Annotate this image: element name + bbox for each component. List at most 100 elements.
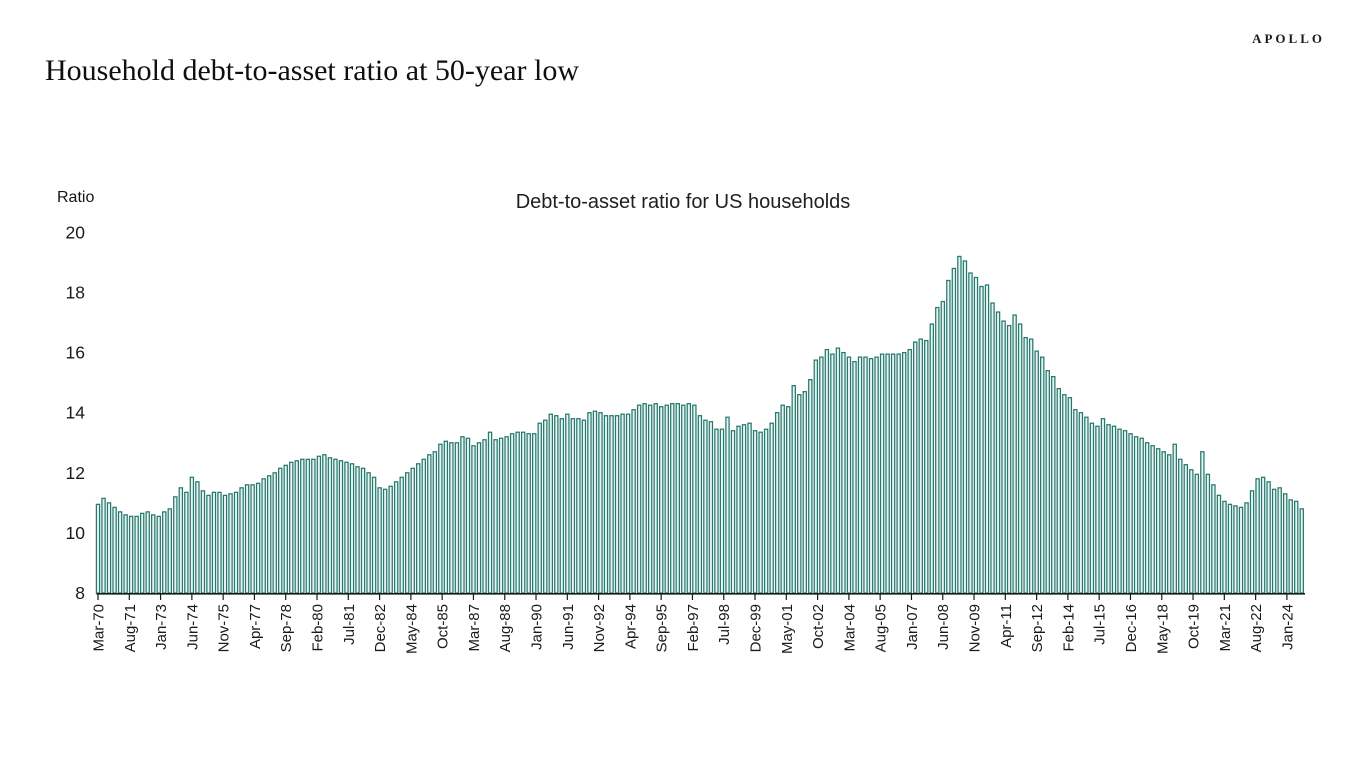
bar	[670, 403, 675, 594]
x-tick-label: Mar-70	[91, 604, 108, 652]
y-tick-label: 20	[66, 222, 86, 242]
bar	[520, 431, 526, 594]
x-tick-label: Jul-15	[1092, 604, 1109, 645]
bar	[791, 385, 796, 594]
bar	[957, 255, 962, 594]
bar	[565, 413, 570, 594]
y-tick-label: 12	[66, 463, 85, 483]
bar	[531, 433, 537, 594]
bar	[1078, 412, 1084, 594]
bar	[642, 403, 647, 594]
bar	[366, 472, 371, 594]
x-tick-label: Oct-19	[1186, 604, 1203, 649]
y-tick-label: 10	[66, 523, 86, 543]
bar	[968, 272, 973, 594]
bar	[195, 481, 200, 594]
bar	[1095, 425, 1100, 594]
bar	[929, 323, 935, 594]
bar	[730, 430, 736, 594]
x-tick-label: Dec-16	[1123, 604, 1140, 652]
bar	[476, 442, 482, 594]
bar	[703, 419, 708, 594]
bar	[139, 512, 145, 594]
bar	[780, 404, 785, 594]
bar-series	[95, 255, 1304, 594]
bar	[388, 485, 393, 594]
bar	[487, 431, 493, 594]
bar	[493, 439, 498, 594]
bar	[316, 455, 322, 594]
bar	[1260, 476, 1266, 594]
bar	[581, 419, 587, 594]
bar	[802, 391, 808, 594]
bar	[1067, 397, 1073, 594]
x-tick-label: Oct-02	[810, 604, 827, 649]
x-tick-label: Aug-71	[122, 604, 139, 652]
bar	[1084, 416, 1089, 594]
bar	[763, 428, 769, 594]
bar	[841, 351, 846, 594]
x-tick-label: Jun-08	[935, 604, 952, 650]
bar	[1117, 428, 1122, 594]
bar	[769, 422, 774, 594]
x-tick-label: Jan-73	[153, 604, 170, 650]
bar	[984, 284, 990, 594]
bar	[311, 458, 316, 594]
bar	[322, 454, 327, 594]
x-tick-label: Feb-97	[685, 604, 702, 652]
bar	[1244, 502, 1249, 594]
x-tick-label: Aug-88	[497, 604, 514, 652]
bar	[725, 416, 730, 594]
bar	[416, 463, 421, 594]
y-axis-tick-labels: 20 18 16 14 12 10 8	[66, 222, 86, 603]
bar	[1183, 464, 1189, 594]
x-tick-label: Jul-81	[341, 604, 358, 645]
bar	[200, 490, 206, 594]
bar	[1172, 443, 1177, 594]
bar	[266, 475, 272, 594]
bar	[95, 503, 101, 594]
bar	[852, 360, 857, 594]
bar	[112, 506, 117, 594]
bar	[935, 306, 940, 594]
x-tick-label: Jun-74	[184, 604, 201, 650]
bar	[482, 439, 487, 594]
x-tick-label: Aug-22	[1248, 604, 1265, 652]
bar	[1211, 484, 1216, 594]
y-tick-label: 16	[66, 343, 85, 363]
bar	[1222, 500, 1227, 594]
bar	[863, 356, 868, 594]
bar	[173, 496, 178, 594]
bar	[1282, 493, 1288, 594]
bar	[1012, 314, 1017, 594]
bar	[294, 460, 300, 594]
bar	[239, 487, 244, 594]
apollo-logo: APOLLO	[1252, 31, 1325, 46]
bar	[664, 404, 669, 594]
bar	[338, 460, 344, 594]
bar	[222, 494, 228, 594]
bar	[167, 508, 173, 594]
bar	[543, 419, 548, 594]
x-tick-label: Jan-07	[904, 604, 921, 650]
bar	[117, 511, 123, 594]
bar	[879, 353, 885, 594]
bar	[1271, 488, 1277, 594]
bar	[355, 466, 360, 594]
bar	[404, 472, 410, 594]
x-tick-label: Jun-91	[560, 604, 577, 650]
bar	[1034, 350, 1039, 594]
x-tick-label: Sep-78	[278, 604, 295, 652]
bar	[471, 445, 476, 594]
bar	[277, 467, 283, 594]
bar	[1205, 473, 1211, 594]
bar	[924, 339, 929, 594]
bar	[255, 482, 261, 594]
bar	[1111, 425, 1117, 594]
x-tick-label: Sep-95	[654, 604, 671, 652]
bar	[244, 484, 250, 594]
bar	[360, 467, 366, 594]
bar	[973, 276, 979, 594]
